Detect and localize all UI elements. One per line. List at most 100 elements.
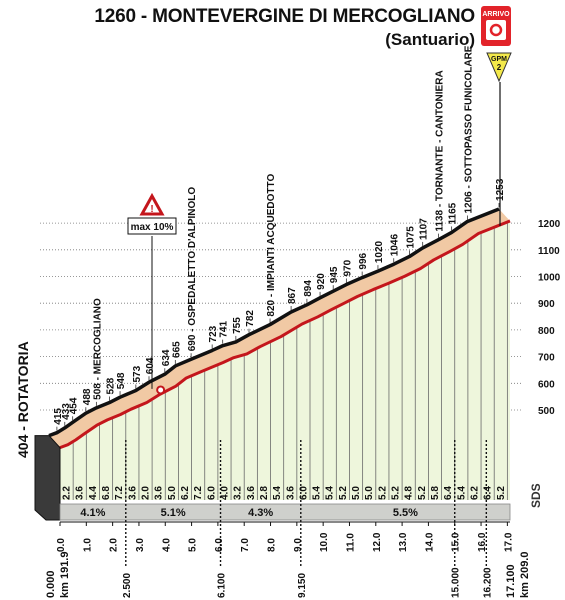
slope-value: 3.6: [246, 486, 257, 500]
climb-subtitle: (Santuario): [385, 30, 475, 49]
end-race-km: km 209.0: [519, 552, 531, 598]
slope-value: 3.6: [75, 486, 86, 500]
altitude-label: 1075: [406, 226, 417, 249]
slope-value: 4.8: [404, 486, 415, 500]
altitude-label: 604: [145, 357, 156, 374]
start-km-label: 0.000: [45, 570, 57, 598]
altitude-label: 665: [171, 341, 182, 358]
slope-value: 6.8: [101, 486, 112, 500]
slope-value: 5.0: [167, 486, 178, 500]
x-tick-label: 10.0: [319, 532, 330, 552]
altitude-label: 1107: [419, 218, 430, 240]
segment-marker-label: 16.200: [482, 567, 493, 598]
altitude-label: 433: [61, 403, 72, 420]
altitude-label: 723: [208, 325, 219, 342]
slope-value: 5.2: [417, 486, 428, 500]
segment-marker-label: 9.150: [297, 573, 308, 598]
slope-value: 5.2: [338, 486, 349, 500]
x-tick-label: 2.0: [109, 538, 120, 552]
end-km-label: 17.100: [505, 564, 517, 598]
gpm-triangle-icon: [486, 52, 512, 82]
altitude-label: 573: [132, 365, 143, 382]
sds-logo: SDS: [529, 483, 543, 508]
slope-value: 5.4: [456, 486, 467, 500]
slope-value: 5.4: [272, 486, 283, 500]
slope-value: 4.0: [219, 486, 230, 500]
slope-value: 2.2: [62, 486, 73, 500]
slope-value: 5.2: [377, 486, 388, 500]
slope-area: [60, 220, 510, 500]
y-tick-label: 700: [538, 353, 555, 364]
start-label: 404 - ROTATORIA: [15, 341, 31, 458]
start-race-km: km 191.9: [59, 552, 71, 598]
gpm-label: GPM: [491, 56, 507, 63]
x-tick-label: 8.0: [267, 538, 278, 552]
y-tick-label: 500: [538, 406, 555, 417]
x-tick-label: 6.0: [214, 538, 225, 552]
altitude-label: 867: [287, 287, 298, 304]
slope-value: 3.6: [154, 486, 165, 500]
segment-average: 4.1%: [80, 507, 105, 519]
slope-value: 5.2: [391, 486, 402, 500]
altitude-label: 1138 - TORNANTE - CANTONIERA: [434, 70, 445, 231]
segment-average: 5.5%: [393, 507, 418, 519]
road-line: [59, 219, 511, 450]
altitude-label: 488: [82, 388, 93, 405]
altitude-label: 996: [358, 252, 369, 269]
slope-value: 6.0: [298, 486, 309, 500]
altitude-label: 1165: [448, 202, 459, 224]
slope-value: 4.4: [88, 486, 99, 500]
x-tick-label: 7.0: [240, 538, 251, 552]
x-tick-label: 9.0: [293, 538, 304, 552]
max-gradient-box: [127, 217, 177, 235]
slope-value: 6.2: [180, 486, 191, 500]
segment-average: 5.1%: [161, 507, 186, 519]
altitude-label: 945: [329, 266, 340, 283]
altitude-label: 528: [106, 377, 117, 394]
altitude-label: 634: [161, 349, 172, 366]
gpm-badge: GPM 2: [486, 52, 512, 82]
altitude-label: 741: [219, 321, 230, 338]
segment-marker-label: 6.100: [217, 573, 228, 598]
x-tick-label: 13.0: [398, 532, 409, 552]
start-block: [34, 435, 61, 521]
altitude-label: 548: [116, 372, 127, 389]
slope-value: 5.8: [430, 486, 441, 500]
gradient-bar: [59, 503, 511, 521]
warning-icon: [139, 192, 165, 216]
altitude-label: 970: [342, 259, 353, 276]
x-tick-label: 5.0: [188, 538, 199, 552]
slope-value: 3.2: [233, 486, 244, 500]
slope-value: 7.2: [114, 486, 125, 500]
altitude-label: 415: [53, 408, 64, 425]
slope-value: 3.6: [127, 486, 138, 500]
finish-flag-icon: [486, 20, 506, 40]
altitude-label: 690 - OSPEDALETTO D'ALPINOLO: [187, 187, 198, 352]
slope-value: 7.2: [193, 486, 204, 500]
slope-value: 3.6: [285, 486, 296, 500]
y-tick-label: 600: [538, 379, 555, 390]
segment-marker-label: 2.500: [122, 573, 133, 598]
slope-value: 5.0: [364, 486, 375, 500]
slope-value: 6.4: [443, 486, 454, 500]
slope-value: 5.0: [351, 486, 362, 500]
y-tick-label: 1000: [538, 273, 561, 284]
x-tick-label: 3.0: [135, 538, 146, 552]
y-tick-label: 1200: [538, 219, 561, 230]
slope-value: 6.2: [469, 486, 480, 500]
segment-average: 4.3%: [248, 507, 273, 519]
slope-value: 2.8: [259, 486, 270, 500]
slope-value: 5.4: [325, 486, 336, 500]
altitude-label: 820 - IMPIANTI ACQUEDOTTO: [266, 174, 277, 317]
slope-value: 6.0: [206, 486, 217, 500]
y-tick-label: 800: [538, 326, 555, 337]
x-tick-label: 11.0: [345, 533, 356, 552]
altitude-label: 454: [69, 397, 80, 414]
slope-value: 6.4: [483, 486, 494, 500]
altitude-label: 894: [303, 280, 314, 297]
x-tick-label: 0.0: [56, 538, 67, 552]
x-tick-label: 4.0: [161, 538, 172, 552]
altitude-label: 755: [232, 317, 243, 334]
segment-marker-label: 15.000: [451, 567, 462, 598]
